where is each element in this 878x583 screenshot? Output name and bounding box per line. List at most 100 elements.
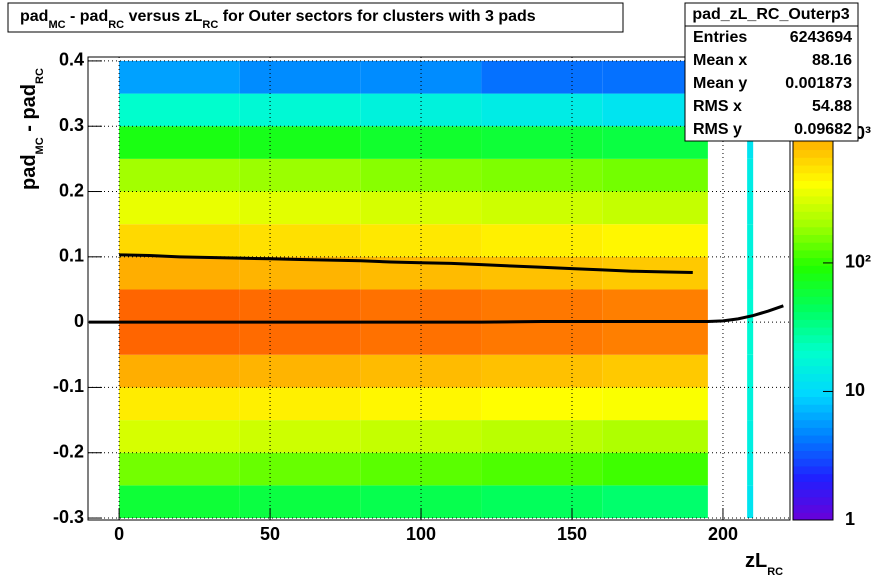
x-label-part: zL: [745, 550, 767, 572]
title-sub: RC: [202, 19, 218, 31]
y-tick-label: -0.2: [53, 441, 84, 461]
title-part: - pad: [66, 8, 109, 25]
heatmap-cell: [747, 289, 754, 323]
y-tick-label: 0.1: [59, 246, 84, 266]
x-label-sub: RC: [767, 566, 783, 578]
heatmap-cell: [119, 354, 240, 388]
heatmap-cell: [481, 60, 603, 94]
heatmap-cell: [747, 191, 754, 225]
palette: 11010²10³: [792, 56, 871, 529]
palette-bin: [793, 226, 833, 235]
y-axis-label: padMC - padRC: [18, 68, 46, 190]
frame: [87, 56, 791, 521]
heatmap-cell: [481, 322, 603, 355]
stats-label: Mean y: [693, 75, 747, 92]
y-label-sub: MC: [34, 137, 46, 154]
palette-bin: [793, 234, 833, 243]
palette-bin: [793, 489, 833, 498]
palette-bin: [793, 219, 833, 228]
stats-value: 6243694: [790, 29, 852, 46]
stats-label: Mean x: [693, 52, 747, 69]
heatmap-cell: [239, 93, 361, 127]
palette-bin: [793, 172, 833, 181]
heatmap-cell: [481, 256, 603, 290]
palette-bin: [793, 435, 833, 444]
stats-label: RMS y: [693, 121, 742, 138]
palette-bin: [793, 327, 833, 336]
palette-bin: [793, 350, 833, 359]
heatmap-cell: [360, 158, 482, 192]
palette-bin: [793, 411, 833, 421]
palette-bin: [793, 396, 833, 405]
heatmap-cell: [239, 354, 361, 388]
profile-line: [88, 304, 784, 324]
heatmap-cell: [239, 191, 361, 225]
heatmap-cell: [239, 126, 361, 159]
palette-bin: [793, 319, 833, 328]
heatmap-cell: [747, 224, 754, 257]
profile-line: [119, 253, 693, 275]
palette-bin: [793, 388, 833, 398]
heatmap-cell: [360, 191, 482, 225]
x-tick-label: 0: [114, 524, 124, 544]
heatmap-cell: [360, 387, 482, 421]
heatmap-cell: [747, 158, 754, 192]
palette-bin: [793, 257, 833, 266]
palette-bin: [793, 504, 833, 513]
palette-bin: [793, 165, 833, 174]
palette-bin: [793, 481, 833, 490]
stats-value: 0.09682: [794, 121, 852, 138]
palette-bin: [793, 496, 833, 506]
palette-bin: [793, 211, 833, 220]
palette-bin: [793, 141, 833, 151]
heatmap-cell: [239, 322, 361, 355]
y-tick-label: 0: [74, 311, 84, 331]
palette-bin: [793, 157, 833, 166]
heatmap-cell: [239, 224, 361, 257]
palette-bin: [793, 242, 833, 251]
heatmap-cell: [119, 60, 240, 94]
palette-bin: [793, 419, 833, 428]
palette-bin: [793, 357, 833, 367]
heatmap-cell: [747, 126, 754, 159]
y-label-part: - pad: [18, 84, 40, 137]
heatmap-cell: [747, 452, 754, 486]
title-part: for Outer sectors for clusters with 3 pa…: [218, 8, 536, 25]
heatmap-cell: [119, 126, 240, 159]
stats-label: Entries: [693, 29, 747, 46]
z-tick-label: 1: [845, 509, 855, 529]
heatmap-cell: [119, 158, 240, 192]
heatmap-cell: [747, 485, 754, 519]
x-tick-label: 50: [260, 524, 280, 544]
y-tick-label: 0.4: [59, 50, 84, 70]
stats-value: 54.88: [812, 98, 852, 115]
stats-value: 0.001873: [785, 75, 852, 92]
palette-bin: [793, 342, 833, 351]
palette-bin: [793, 458, 833, 467]
heatmap-cell: [239, 289, 361, 323]
palette-bin: [793, 180, 833, 189]
palette-bin: [793, 381, 833, 390]
heatmap-cell: [239, 420, 361, 453]
palette-bin: [793, 442, 833, 452]
x-tick-label: 150: [557, 524, 587, 544]
heatmap-cell: [481, 420, 603, 453]
chart-title: padMC - padRC versus zLRC for Outer sect…: [20, 8, 536, 31]
heatmap-cell: [747, 387, 754, 421]
heatmap-cell: [119, 452, 240, 486]
title-part: pad: [20, 8, 48, 25]
heatmap-cell: [119, 485, 240, 519]
heatmap-cell: [239, 452, 361, 486]
heatmap-cell: [747, 256, 754, 290]
palette-bin: [793, 249, 833, 259]
stats-box: pad_zL_RC_Outerp3 Entries 6243694 Mean x 88…: [684, 2, 859, 142]
heatmap-cell: [602, 452, 708, 486]
palette-bin: [793, 334, 833, 344]
title-sub: RC: [108, 19, 124, 31]
heatmap-cell: [239, 485, 361, 519]
heatmap-cell: [602, 289, 708, 323]
y-tick-label: 0.3: [59, 115, 84, 135]
palette-bin: [793, 296, 833, 305]
heatmap-cell: [481, 126, 603, 159]
z-tick-label: 10²: [845, 252, 871, 272]
